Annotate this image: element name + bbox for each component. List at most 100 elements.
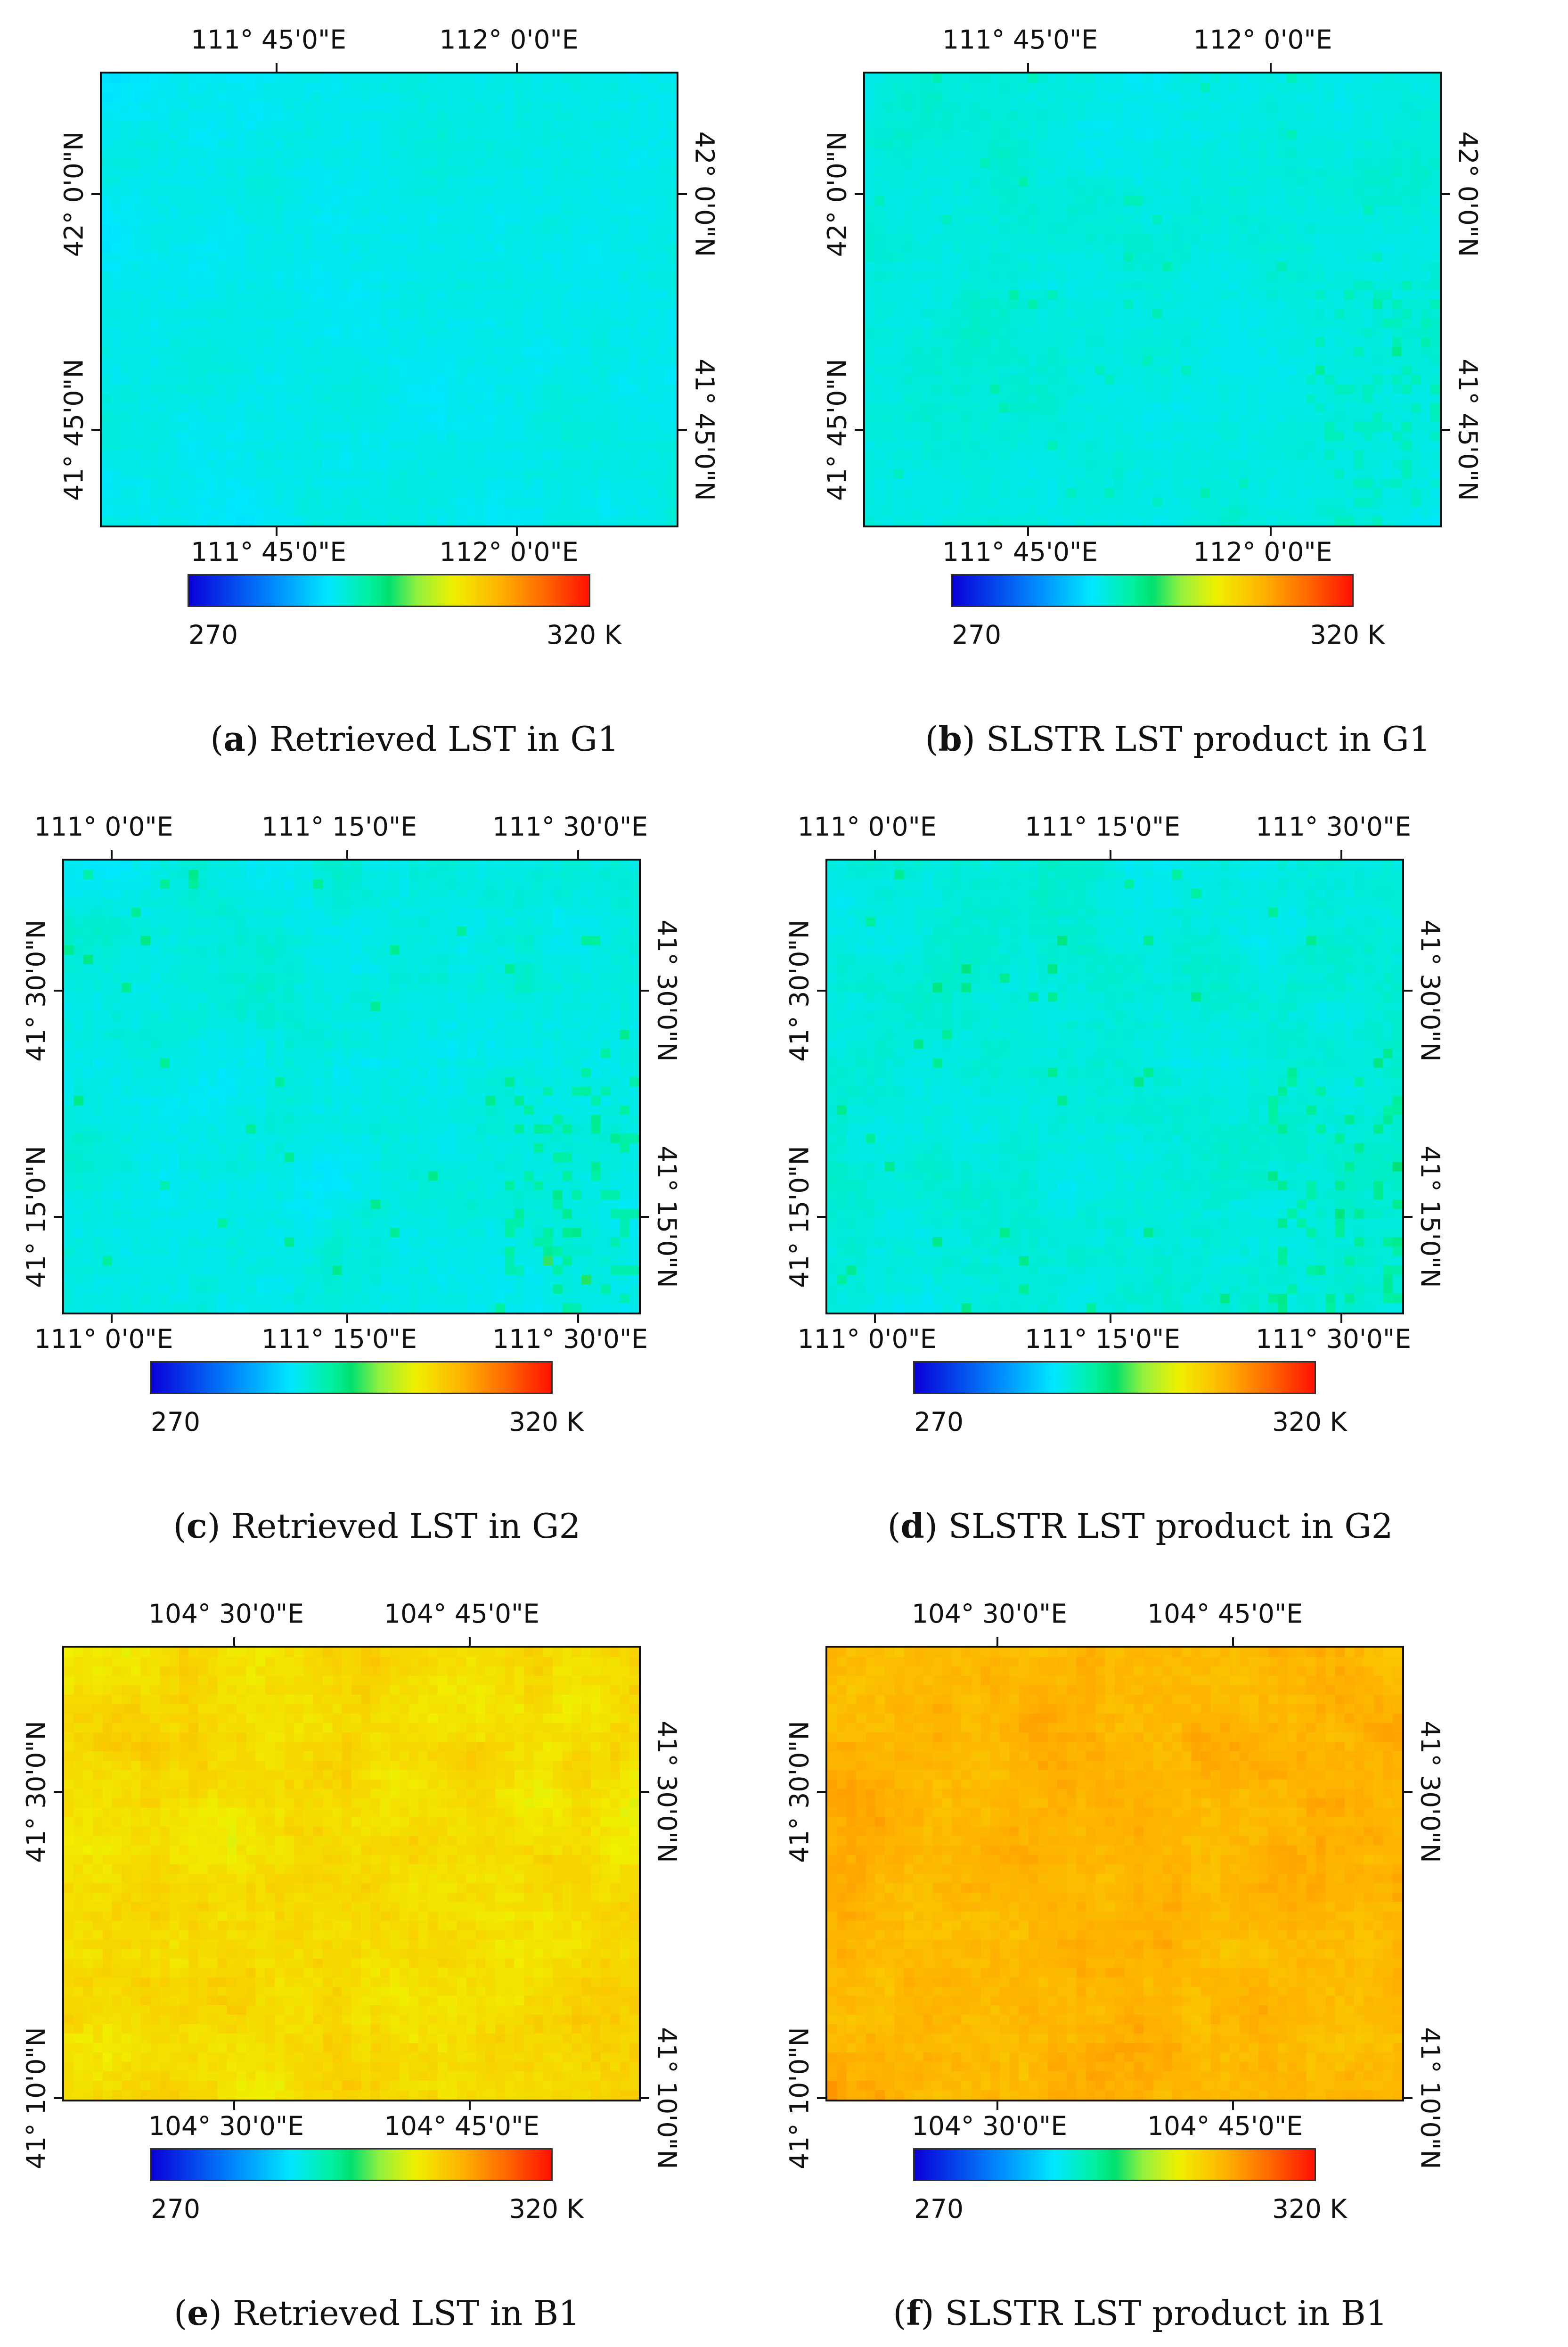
y-tick (54, 2097, 62, 2099)
x-axis-label-top: 111° 30'0"E (492, 812, 648, 842)
map-panel-d: 111° 0'0"E 111° 0'0"E 111° 15'0"E 111° 15'0… (763, 796, 1517, 1560)
panel-letter: c (186, 1506, 207, 1546)
y-axis-label-right: 41° 15'0"N (1415, 1146, 1446, 1288)
x-axis-label-bottom: 111° 0'0"E (797, 1324, 937, 1354)
x-tick (346, 850, 348, 859)
x-axis-label-top: 111° 0'0"E (34, 812, 173, 842)
y-axis-label-left: 41° 15'0"N (21, 1146, 51, 1288)
panel-caption: (d) SLSTR LST product in G2 (887, 1506, 1393, 1546)
y-axis-label-right: 41° 30'0"N (1415, 1721, 1446, 1863)
colorbar-max-label: 320 K (1272, 2194, 1347, 2224)
colorbar-min-label: 270 (188, 620, 238, 650)
x-tick (577, 850, 579, 859)
y-tick (1442, 429, 1450, 431)
x-tick (276, 63, 278, 72)
colorbar-min-label: 270 (914, 2194, 964, 2224)
x-axis-label-top: 111° 15'0"E (1024, 812, 1181, 842)
colorbar (188, 574, 590, 607)
lst-map-a (100, 72, 678, 527)
y-axis-label-right: 41° 15'0"N (652, 1146, 682, 1288)
x-tick (996, 2101, 998, 2110)
y-axis-label-right: 42° 0'0"N (689, 131, 720, 257)
y-tick (817, 1791, 825, 1793)
panel-letter: a (223, 719, 246, 759)
x-tick (469, 2101, 471, 2110)
colorbar-max-label: 320 K (547, 620, 621, 650)
x-axis-label-top: 112° 0'0"E (439, 25, 579, 55)
panel-caption: (e) Retrieved LST in B1 (173, 2293, 580, 2333)
x-tick (111, 1314, 113, 1323)
lst-map-f (825, 1646, 1404, 2101)
x-tick (1027, 527, 1029, 536)
y-axis-label-left: 41° 10'0"N (784, 2027, 815, 2169)
colorbar-min-label: 270 (151, 2194, 200, 2224)
x-axis-label-bottom: 104° 30'0"E (911, 2111, 1068, 2141)
y-tick (54, 990, 62, 992)
panel-letter: f (906, 2293, 921, 2333)
colorbar-max-label: 320 K (509, 1407, 584, 1437)
x-axis-label-bottom: 104° 45'0"E (1147, 2111, 1303, 2141)
y-tick (91, 429, 100, 431)
caption-text: Retrieved LST in B1 (232, 2293, 580, 2333)
y-axis-label-left: 41° 45'0"N (58, 359, 89, 501)
caption-text: SLSTR LST product in B1 (945, 2293, 1388, 2333)
x-tick (1232, 1637, 1234, 1646)
x-axis-label-bottom: 111° 15'0"E (1024, 1324, 1181, 1354)
x-tick (577, 1314, 579, 1323)
colorbar-min-label: 270 (952, 620, 1001, 650)
lst-map-b (863, 72, 1442, 527)
x-tick (1027, 63, 1029, 72)
colorbar-max-label: 320 K (1272, 1407, 1347, 1437)
lst-map-d (825, 859, 1404, 1314)
map-panel-b: 111° 45'0"E 111° 45'0"E 112° 0'0"E 112° 0'0… (801, 9, 1555, 773)
x-tick (111, 850, 113, 859)
x-axis-label-bottom: 111° 30'0"E (492, 1324, 648, 1354)
x-axis-label-bottom: 111° 45'0"E (190, 537, 347, 567)
x-axis-label-top: 111° 45'0"E (190, 25, 347, 55)
y-axis-label-right: 41° 30'0"N (1415, 919, 1446, 1062)
y-axis-label-left: 41° 15'0"N (784, 1146, 815, 1288)
lst-raster (102, 74, 677, 525)
x-axis-label-bottom: 111° 45'0"E (942, 537, 1098, 567)
x-tick (1340, 850, 1342, 859)
y-axis-label-left: 42° 0'0"N (58, 131, 89, 257)
x-tick (996, 1637, 998, 1646)
y-axis-label-right: 41° 45'0"N (1453, 359, 1483, 501)
x-tick (516, 527, 518, 536)
y-axis-label-right: 42° 0'0"N (1453, 131, 1483, 257)
x-tick (233, 1637, 235, 1646)
colorbar (150, 2148, 553, 2181)
y-axis-label-right: 41° 30'0"N (652, 1721, 682, 1863)
y-tick (641, 1791, 649, 1793)
lst-raster (827, 1648, 1402, 2100)
x-axis-label-bottom: 111° 30'0"E (1255, 1324, 1412, 1354)
y-axis-label-left: 41° 30'0"N (21, 919, 51, 1062)
panel-letter: d (900, 1506, 924, 1546)
panel-caption: (c) Retrieved LST in G2 (173, 1506, 581, 1546)
map-panel-c: 111° 0'0"E 111° 0'0"E 111° 15'0"E 111° 15'0… (0, 796, 754, 1560)
x-tick (346, 1314, 348, 1323)
x-axis-label-top: 104° 45'0"E (1147, 1599, 1303, 1629)
colorbar-min-label: 270 (151, 1407, 200, 1437)
x-axis-label-bottom: 111° 15'0"E (261, 1324, 417, 1354)
y-tick (678, 429, 687, 431)
x-axis-label-top: 104° 30'0"E (911, 1599, 1068, 1629)
x-tick (276, 527, 278, 536)
x-axis-label-top: 111° 15'0"E (261, 812, 417, 842)
y-tick (1404, 990, 1413, 992)
y-axis-label-left: 41° 30'0"N (784, 1721, 815, 1863)
caption-text: Retrieved LST in G2 (231, 1506, 581, 1546)
lst-raster (64, 861, 639, 1313)
panel-letter: e (187, 2293, 209, 2333)
y-axis-label-right: 41° 30'0"N (652, 919, 682, 1062)
x-axis-label-top: 112° 0'0"E (1193, 25, 1332, 55)
y-tick (1404, 2097, 1413, 2099)
caption-text: SLSTR LST product in G1 (986, 719, 1431, 759)
y-tick (817, 990, 825, 992)
y-tick (1404, 1216, 1413, 1218)
y-tick (1442, 193, 1450, 195)
x-tick (874, 850, 876, 859)
x-axis-label-bottom: 104° 45'0"E (384, 2111, 540, 2141)
x-axis-label-bottom: 111° 0'0"E (34, 1324, 173, 1354)
x-tick (469, 1637, 471, 1646)
